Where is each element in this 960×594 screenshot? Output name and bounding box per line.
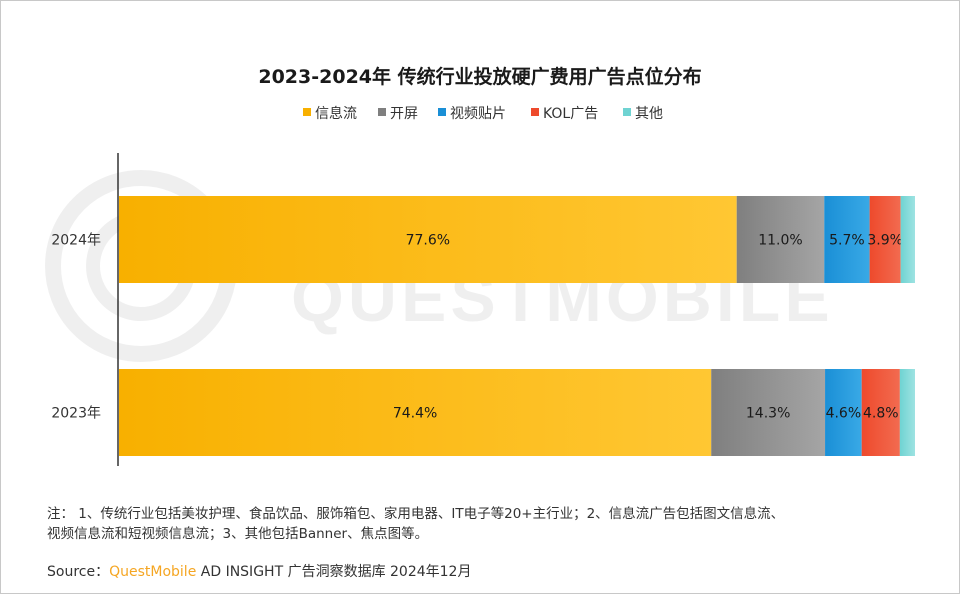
- legend-swatch: [378, 108, 386, 116]
- bar-segment: [736, 196, 825, 283]
- bars-group: 77.6% 11.0% 5.7% 3.9% 74.4% 14.3% 4.6% 4.8%: [119, 196, 915, 456]
- data-label: 3.9%: [867, 233, 903, 249]
- data-label: 4.6%: [826, 406, 862, 422]
- source-line: Source：QuestMobile AD INSIGHT 广告洞察数据库 20…: [47, 561, 471, 581]
- footnote-line-1: 注： 1、传统行业包括美妆护理、食品饮品、服饰箱包、家用电器、IT电子等20+主…: [47, 506, 785, 522]
- legend-swatch: [438, 108, 446, 116]
- source-brand: QuestMobile: [109, 564, 197, 580]
- data-label: 77.6%: [406, 233, 450, 249]
- legend-label: 视频贴片: [450, 106, 506, 122]
- data-label: 14.3%: [746, 406, 790, 422]
- legend-label: KOL广告: [543, 106, 598, 122]
- bar-segment: [900, 196, 915, 283]
- bar-segment: [711, 369, 826, 456]
- legend: 信息流 开屏 视频贴片 KOL广告 其他: [303, 105, 663, 122]
- bar-segment: [119, 369, 712, 456]
- bar-segment: [119, 196, 737, 283]
- legend-label: 开屏: [390, 106, 418, 122]
- bar-segment: [824, 196, 870, 283]
- chart-title: 2023-2024年 传统行业投放硬广费用广告点位分布: [258, 65, 701, 88]
- legend-swatch: [303, 108, 311, 116]
- category-label: 2024年: [51, 233, 101, 249]
- legend-label: 其他: [635, 106, 663, 122]
- legend-swatch: [623, 108, 631, 116]
- legend-label: 信息流: [315, 105, 357, 122]
- category-labels: 2024年 2023年: [51, 233, 101, 422]
- data-label: 11.0%: [758, 233, 802, 249]
- source-rest: AD INSIGHT 广告洞察数据库 2024年12月: [196, 564, 472, 580]
- category-label: 2023年: [51, 406, 101, 422]
- source-prefix: Source：: [47, 564, 110, 580]
- legend-swatch: [531, 108, 539, 116]
- bar-segment: [899, 369, 915, 456]
- bar-segment: [825, 369, 862, 456]
- data-label: 5.7%: [829, 233, 865, 249]
- data-label: 4.8%: [863, 406, 899, 422]
- footnote-line-2: 视频信息流和短视频信息流；3、其他包括Banner、焦点图等。: [47, 526, 429, 542]
- bar-segment: [869, 196, 901, 283]
- data-label: 74.4%: [393, 406, 437, 422]
- bar-segment: [861, 369, 900, 456]
